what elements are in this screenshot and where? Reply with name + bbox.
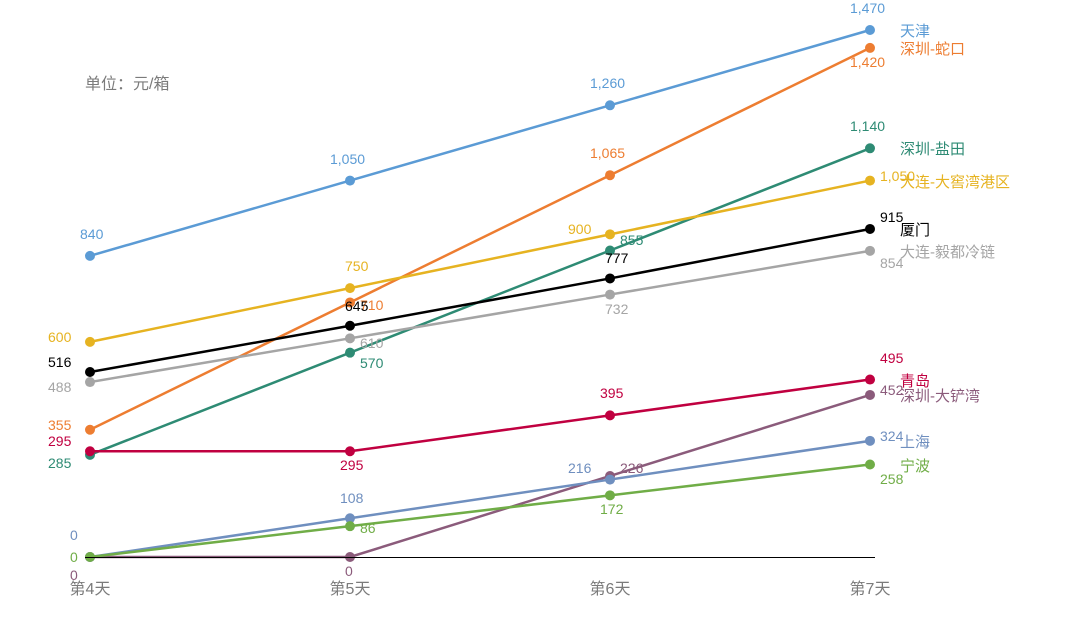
series-marker (865, 143, 875, 153)
series-marker (605, 410, 615, 420)
series-label: 大连-毅都冷链 (900, 241, 995, 262)
series-label: 深圳-蛇口 (900, 38, 965, 59)
series-line (90, 380, 870, 452)
value-label: 600 (48, 329, 71, 345)
series-label: 深圳-大铲湾 (900, 385, 980, 406)
value-label: 1,065 (590, 145, 625, 161)
series-marker (865, 390, 875, 400)
value-label: 0 (70, 549, 78, 565)
value-label: 777 (605, 250, 628, 266)
value-label: 570 (360, 355, 383, 371)
series-marker (865, 25, 875, 35)
value-label: 395 (600, 385, 623, 401)
series-marker (345, 333, 355, 343)
value-label: 226 (620, 460, 643, 476)
value-label: 488 (48, 379, 71, 395)
value-label: 900 (568, 221, 591, 237)
chart-root: 单位：元/箱 第4天第5天第6天第7天8401,0501,2601,470天津3… (0, 0, 1080, 622)
value-label: 0 (70, 567, 78, 583)
series-marker (85, 367, 95, 377)
series-marker (865, 246, 875, 256)
series-label: 深圳-盐田 (900, 138, 965, 159)
value-label: 610 (360, 335, 383, 351)
x-tick: 第7天 (850, 575, 891, 599)
series-marker (345, 521, 355, 531)
value-label: 1,050 (330, 151, 365, 167)
series-line (90, 441, 870, 557)
series-marker (345, 283, 355, 293)
value-label: 1,140 (850, 118, 885, 134)
series-label: 上海 (900, 431, 930, 452)
series-marker (605, 100, 615, 110)
series-marker (605, 290, 615, 300)
series-marker (865, 436, 875, 446)
series-marker (85, 251, 95, 261)
series-line (90, 48, 870, 430)
value-label: 172 (600, 501, 623, 517)
value-label: 516 (48, 354, 71, 370)
value-label: 495 (880, 350, 903, 366)
x-axis-line (85, 557, 875, 558)
series-marker (865, 224, 875, 234)
value-label: 645 (345, 298, 368, 314)
line-chart-svg (0, 0, 1080, 622)
series-marker (605, 170, 615, 180)
value-label: 840 (80, 226, 103, 242)
series-label: 大连-大窖湾港区 (900, 171, 1010, 192)
value-label: 285 (48, 455, 71, 471)
series-marker (605, 475, 615, 485)
value-label: 0 (345, 563, 353, 579)
series-marker (85, 446, 95, 456)
x-tick: 第6天 (590, 575, 631, 599)
series-marker (85, 425, 95, 435)
series-marker (865, 176, 875, 186)
series-marker (605, 273, 615, 283)
series-marker (345, 176, 355, 186)
value-label: 216 (568, 460, 591, 476)
series-marker (85, 377, 95, 387)
value-label: 355 (48, 417, 71, 433)
series-label: 宁波 (900, 455, 930, 476)
value-label: 0 (70, 527, 78, 543)
series-line (90, 395, 870, 557)
value-label: 295 (48, 433, 71, 449)
series-marker (345, 348, 355, 358)
value-label: 108 (340, 490, 363, 506)
series-line (90, 465, 870, 557)
series-line (90, 30, 870, 256)
value-label: 732 (605, 301, 628, 317)
value-label: 750 (345, 258, 368, 274)
series-marker (345, 321, 355, 331)
series-marker (865, 375, 875, 385)
series-label: 厦门 (900, 219, 930, 240)
value-label: 86 (360, 520, 376, 536)
series-marker (345, 446, 355, 456)
series-marker (605, 229, 615, 239)
value-label: 1,470 (850, 0, 885, 16)
value-label: 1,260 (590, 75, 625, 91)
series-marker (865, 43, 875, 53)
series-marker (605, 490, 615, 500)
value-label: 295 (340, 457, 363, 473)
series-marker (865, 460, 875, 470)
value-label: 855 (620, 232, 643, 248)
value-label: 1,420 (850, 54, 885, 70)
series-marker (85, 337, 95, 347)
